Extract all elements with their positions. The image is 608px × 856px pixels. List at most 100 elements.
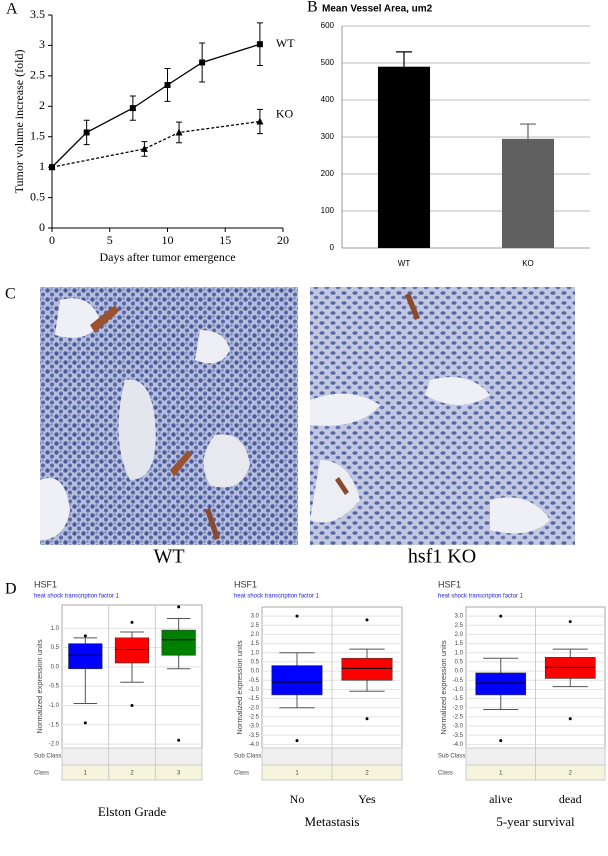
box [114,637,150,664]
y-axis-label: Normalized expression units [235,640,244,734]
panel-label: B [307,0,318,16]
chart-title: Mean Vessel Area, um2 [322,4,433,15]
outlier [83,634,87,638]
marker [175,128,183,136]
class-label: 2 [130,771,134,777]
y-tick-label: 1.5 [455,641,464,647]
group-label: Yes [358,792,376,806]
panel-label: C [5,286,16,303]
chart-title: HSF1 [34,579,57,589]
y-tick-label: -4.0 [249,742,260,748]
y-tick-label: 1.0 [251,650,260,656]
y-tick-label: 100 [321,206,335,215]
y-axis-label: Tumor volume increase (fold) [12,50,26,194]
sub-class-row [61,747,203,766]
chart-title: HSF1 [438,579,461,589]
y-tick-label: -2.0 [453,705,464,711]
y-tick-label: 400 [321,95,335,104]
y-tick-label: -1.0 [49,703,60,709]
x-axis-label: 5-year survival [496,814,575,829]
legend-label: KO [276,106,294,120]
image-caption: hsf1 KO [408,546,476,568]
outlier [568,717,572,721]
y-axis-label: Normalized expression units [35,639,44,733]
marker [199,59,206,66]
y-tick-label: 0.5 [51,645,60,651]
box [271,665,323,696]
y-tick-label: 1 [39,159,45,173]
y-tick-label: 600 [321,21,335,30]
y-tick-label: -1.0 [453,687,464,693]
bar [501,138,555,248]
outlier [365,717,369,721]
row-label: Sub Class [438,754,465,760]
y-tick-label: -3.5 [249,733,260,739]
class-label: 2 [365,771,369,777]
class-row [61,764,203,781]
y-tick-label: -0.5 [453,678,464,684]
panel-label: A [6,1,18,18]
marker [129,105,136,112]
y-tick-label: -2.5 [249,714,260,720]
micrograph-wt [40,287,298,545]
y-tick-label: -1.5 [453,696,464,702]
x-tick-label: KO [522,259,534,268]
group-label: No [290,792,305,806]
panel-label: D [5,581,17,598]
box [475,672,527,696]
x-axis-label: Metastasis [305,814,360,829]
y-tick-label: -2.0 [249,705,260,711]
x-tick-label: WT [398,259,411,268]
y-tick-label: 3.0 [455,614,464,620]
y-tick-label: 1.5 [251,641,260,647]
y-tick-label: 3 [39,37,45,51]
y-tick-label: 3.5 [30,7,45,21]
y-tick-label: 0.0 [455,669,464,675]
y-tick-label: 500 [321,58,335,67]
outlier [499,739,503,743]
outlier [177,605,181,609]
box [161,629,196,656]
x-tick-label: 15 [219,233,231,247]
outlier [365,618,369,622]
x-tick-label: 20 [277,233,289,247]
marker [83,129,90,136]
y-tick-label: -3.0 [453,724,464,730]
outlier [295,614,299,618]
y-tick-label: 1.5 [30,128,45,142]
y-tick-label: 0 [39,220,45,234]
x-axis-label: Elston Grade [98,804,166,819]
y-tick-label: 0 [330,243,335,252]
class-label: 2 [569,771,573,777]
marker [256,117,264,125]
series-line [51,43,261,168]
outlier [295,739,299,743]
y-tick-label: 2 [39,98,45,112]
marker [48,163,56,171]
y-tick-label: 300 [321,132,335,141]
x-axis-label: Days after tumor emergence [99,250,235,264]
class-label: 1 [499,771,503,777]
row-label: Sub Class [34,754,61,760]
chart-title: HSF1 [234,579,257,589]
y-tick-label: -0.5 [249,678,260,684]
error-bar [520,123,536,139]
row-label: Class [34,771,49,777]
x-tick-label: 10 [162,233,174,247]
y-tick-label: 1.0 [455,650,464,656]
outlier [568,620,572,624]
y-tick-label: -4.0 [453,742,464,748]
outlier [130,620,134,624]
outlier [177,738,181,742]
y-tick-label: 0.5 [30,189,45,203]
legend-label: WT [276,36,295,50]
y-tick-label: 0.0 [51,664,60,670]
micrograph-ko [310,287,575,545]
y-axis-label: Normalized expression units [439,640,448,734]
class-label: 1 [295,771,299,777]
y-tick-label: 2.5 [251,623,260,629]
y-tick-label: -2.0 [49,742,60,748]
marker [256,41,263,48]
y-tick-label: -2.5 [453,714,464,720]
y-tick-label: -1.5 [249,696,260,702]
